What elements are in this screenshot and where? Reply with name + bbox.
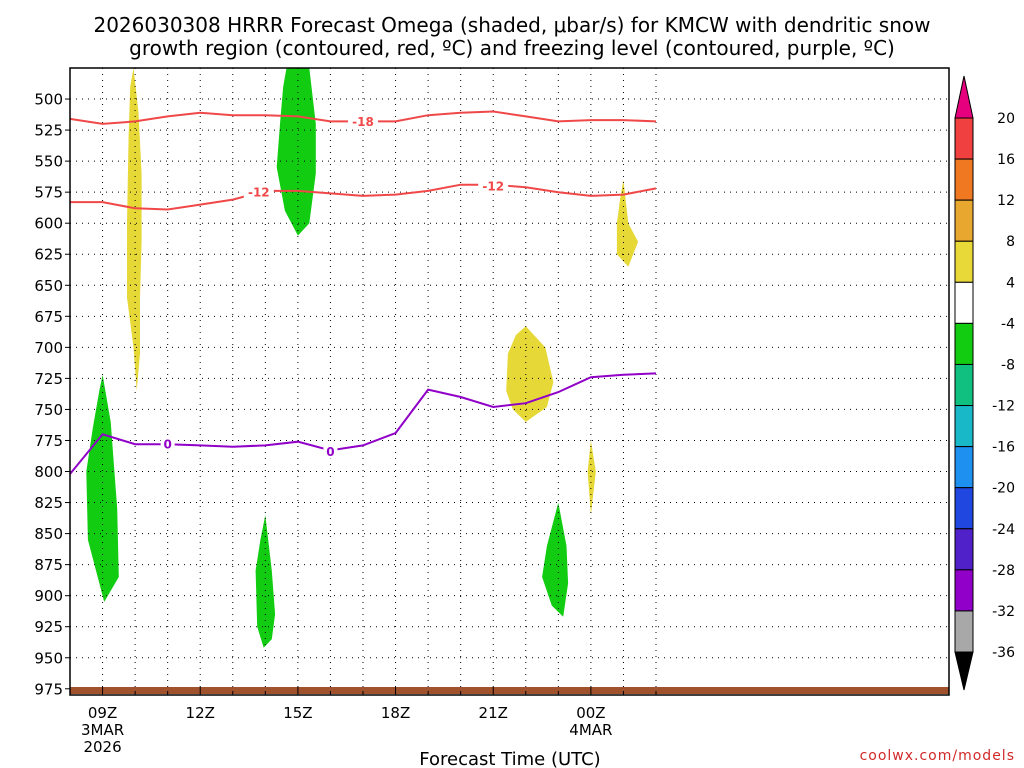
colorbar-swatch-2 [954,199,974,242]
y-tick-label-575: 575 [34,184,63,202]
x-axis-label: Forecast Time (UTC) [419,749,600,768]
shade-green-1500 [276,68,316,236]
colorbar-swatch-12 [954,610,974,653]
contour-label-temp-minus-12-0: -12 [248,186,270,200]
colorbar-top-arrow [954,75,974,119]
colorbar-swatch-1 [954,158,974,201]
colorbar-label-5: -4 [1001,316,1015,332]
title-line-1: 2026030308 HRRR Forecast Omega (shaded, … [93,13,930,37]
colorbar-swatch-10 [954,528,974,571]
colorbar-swatch-7 [954,405,974,448]
contour-label-bg-freezing-level-0-1 [323,444,338,459]
y-tick-label-950: 950 [34,649,63,667]
colorbar-label-0: 20 [997,111,1015,127]
colorbar-swatch-5 [954,322,974,365]
x-tick-label-0-1: 3MAR [81,721,124,739]
x-tick-label-15-1: 4MAR [569,721,612,739]
colorbar-swatch-0 [954,117,974,160]
y-tick-label-750: 750 [34,401,63,419]
contour-label-bg-freezing-level-0-0 [160,437,175,452]
y-tick-label-600: 600 [34,215,63,233]
colorbar: 20 16 12 8 4 -4 -8 -12 -16 -20 -24 -28 -32 -36 [954,75,1015,691]
x-tick-label-0-0: 09Z [88,704,117,722]
surface-band [70,687,949,694]
contour-layer: -18 -12 -12 0 0 [69,110,657,475]
plot-frame [69,67,950,696]
y-tick-label-775: 775 [34,432,63,450]
colorbar-label-4: 4 [1006,275,1015,291]
y-tick-label-925: 925 [34,618,63,636]
colorbar-swatch-3 [954,240,974,283]
colorbar-label-1: 16 [997,152,1015,168]
x-tick-label-6-0: 15Z [283,704,312,722]
y-tick-label-500: 500 [34,91,63,109]
shade-green-2320-low [542,502,569,617]
contour-label-bg-temp-minus-12-0 [243,185,274,200]
y-tick-label-725: 725 [34,370,63,388]
colorbar-label-8: -16 [992,440,1015,456]
shade-yellow-0000 [587,440,596,515]
colorbar-label-11: -28 [992,563,1015,579]
colorbar-label-7: -12 [992,399,1015,415]
colorbar-label-13: -36 [992,645,1015,661]
credit-text: coolwx.com/models [860,748,1015,764]
y-tick-label-525: 525 [34,122,63,140]
y-tick-label-700: 700 [34,339,63,357]
colorbar-label-2: 12 [997,193,1015,209]
shade-yellow-0100 [616,179,639,267]
y-tick-label-675: 675 [34,308,63,326]
title-line-2: growth region (contoured, red, ºC) and f… [129,36,895,60]
y-tick-label-850: 850 [34,525,63,543]
contour-temp-minus-12 [70,183,657,211]
contour-label-bg-temp-minus-12-1 [478,178,509,193]
y-tick-label-650: 650 [34,277,63,295]
colorbar-label-6: -8 [1001,357,1015,373]
y-tick-label-800: 800 [34,463,63,481]
colorbar-swatch-6 [954,363,974,407]
y-tick-label-975: 975 [34,680,63,698]
shade-yellow-0950 [127,68,142,391]
colorbar-swatch-8 [954,446,974,489]
colorbar-label-10: -24 [992,522,1015,538]
colorbar-label-3: 8 [1006,234,1015,250]
title-group: 2026030308 HRRR Forecast Omega (shaded, … [93,13,930,60]
y-tick-label-625: 625 [34,246,63,264]
shade-green-1400-low [255,515,276,648]
y-axis: 500 525 550 575 600 625 650 675 700 725 750 775 800 8… [34,91,70,698]
contour-label-freezing-level-0-1: 0 [326,445,334,459]
y-tick-label-875: 875 [34,556,63,574]
colorbar-label-12: -32 [992,604,1015,620]
contour-label-bg-temp-minus-18-0 [348,114,378,129]
x-tick-label-3-0: 12Z [186,704,215,722]
x-tick-label-9-0: 18Z [381,704,410,722]
contour-label-temp-minus-18-0: -18 [352,115,374,129]
y-tick-label-825: 825 [34,494,63,512]
colorbar-swatch-4 [954,281,974,324]
x-tick-label-12-0: 21Z [479,704,508,722]
contour-label-temp-minus-12-1: -12 [482,179,504,193]
x-tick-label-15-0: 00Z [576,704,605,722]
y-tick-label-900: 900 [34,587,63,605]
contour-label-freezing-level-0-0: 0 [163,438,171,452]
x-tick-label-0-2: 2026 [83,738,121,756]
colorbar-bottom-arrow [954,651,974,691]
colorbar-swatch-9 [954,487,974,530]
colorbar-swatch-11 [954,569,974,612]
y-tick-label-550: 550 [34,153,63,171]
colorbar-label-9: -20 [992,481,1015,497]
omega-shading-layer [86,68,639,648]
